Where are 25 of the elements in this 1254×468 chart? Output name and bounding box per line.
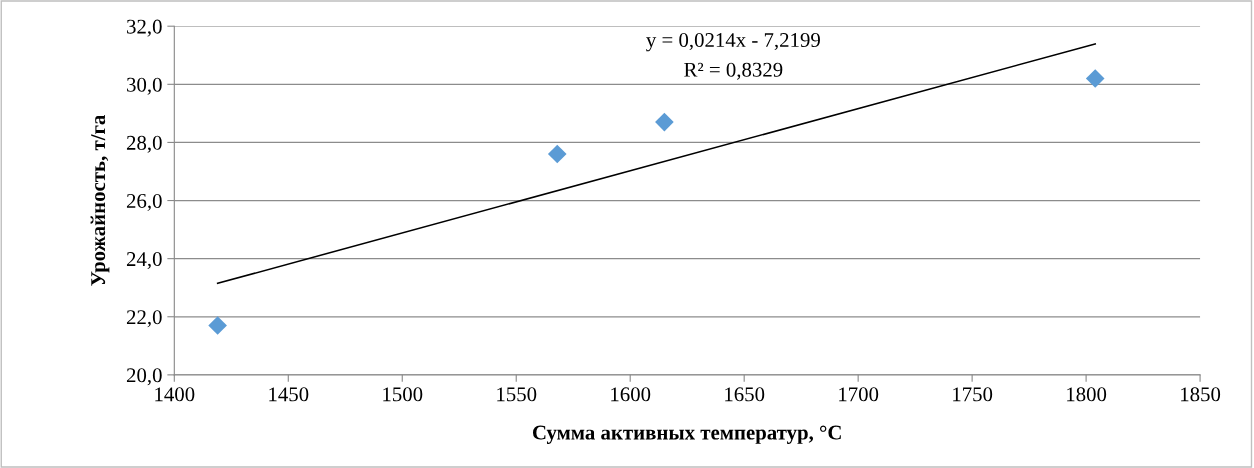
y-axis-title: Урожайность, т/га <box>90 114 110 286</box>
x-tick-label: 1450 <box>269 387 309 402</box>
x-tick-label: 1500 <box>383 387 423 402</box>
annotation: R² = 0,8329 <box>684 62 783 80</box>
y-tick-label: 30,0 <box>127 77 162 95</box>
x-tick-label: 1600 <box>611 387 651 402</box>
point <box>208 316 227 335</box>
x-tick-label: 1800 <box>1067 387 1107 402</box>
x-tick-label: 1550 <box>497 387 537 402</box>
x-tick-label: 1650 <box>725 387 765 402</box>
y-tick-label: 32,0 <box>127 19 162 37</box>
y-tick-label: 28,0 <box>126 135 162 153</box>
annotation: y = 0,0214x - 7,2199 <box>646 32 820 52</box>
point <box>547 144 567 164</box>
x-axis-title: Сумма активных температур, °C <box>532 425 841 444</box>
x-tick-label: 1850 <box>1181 387 1221 402</box>
point <box>1085 69 1105 88</box>
y-tick-label: 26,0 <box>126 193 162 211</box>
x-tick-label: 1750 <box>953 387 993 402</box>
x-tick-label: 1700 <box>839 387 879 402</box>
y-tick-label: 20,0 <box>126 368 162 386</box>
x-tick-label: 1400 <box>155 387 195 402</box>
y-tick-label: 24,0 <box>126 252 162 270</box>
y-tick-label: 22,0 <box>126 310 162 328</box>
point <box>655 112 674 132</box>
